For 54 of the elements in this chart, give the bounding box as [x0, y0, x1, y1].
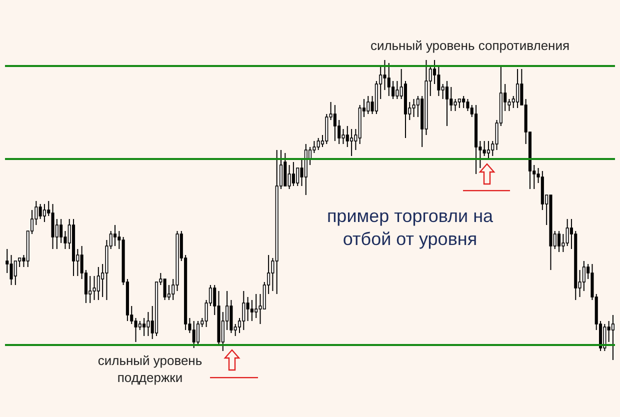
candlestick — [142, 318, 146, 336]
candlestick — [113, 224, 117, 246]
candlestick — [14, 260, 17, 286]
candlestick — [450, 86, 453, 112]
candlestick — [350, 128, 354, 156]
candlestick — [10, 254, 13, 286]
candlestick — [96, 266, 100, 300]
annotation: пример торговли на отбой от уровня — [326, 206, 494, 249]
candlestick — [466, 98, 470, 112]
candlestick — [611, 314, 614, 360]
candlestick — [346, 126, 349, 148]
candlestick — [288, 164, 291, 190]
candlestick — [296, 168, 300, 186]
candlestick — [246, 296, 250, 322]
candlestick — [396, 80, 399, 100]
candlestick — [342, 128, 345, 144]
candlestick — [387, 62, 390, 96]
candlestick — [333, 104, 336, 142]
candlestick — [42, 204, 46, 222]
candlestick — [51, 204, 54, 250]
candlestick — [558, 230, 561, 252]
candlestick — [462, 96, 466, 108]
candlestick — [437, 66, 440, 96]
candlestick — [445, 80, 449, 126]
candlestick — [146, 312, 150, 336]
candlestick — [134, 318, 138, 342]
candlestick — [242, 290, 246, 330]
candlestick — [250, 300, 254, 322]
ref-line-label: сильный уровень сопротивления — [370, 38, 570, 53]
candlestick — [603, 324, 606, 352]
candlestick — [366, 96, 370, 114]
candlestick — [516, 68, 520, 108]
candlestick — [454, 98, 457, 112]
candlestick — [92, 276, 96, 300]
candlestick — [192, 320, 196, 348]
candlestick — [60, 218, 63, 244]
candlestick — [486, 140, 490, 160]
candlestick — [316, 138, 320, 150]
candlestick — [163, 278, 166, 300]
candlestick — [566, 218, 569, 246]
candlestick — [230, 300, 233, 334]
candlestick — [292, 162, 295, 186]
candlestick — [284, 152, 287, 186]
ref-line-label: сильный уровень поддержки — [98, 353, 202, 385]
candlestick — [38, 204, 42, 220]
candlestick — [412, 98, 416, 118]
candlestick — [482, 140, 486, 156]
candlestick — [582, 260, 586, 292]
candlestick — [196, 320, 200, 346]
candlestick — [325, 114, 328, 144]
candlestick — [88, 276, 92, 304]
candlestick — [392, 80, 395, 100]
candlestick — [254, 294, 258, 318]
candlestick — [383, 60, 386, 90]
